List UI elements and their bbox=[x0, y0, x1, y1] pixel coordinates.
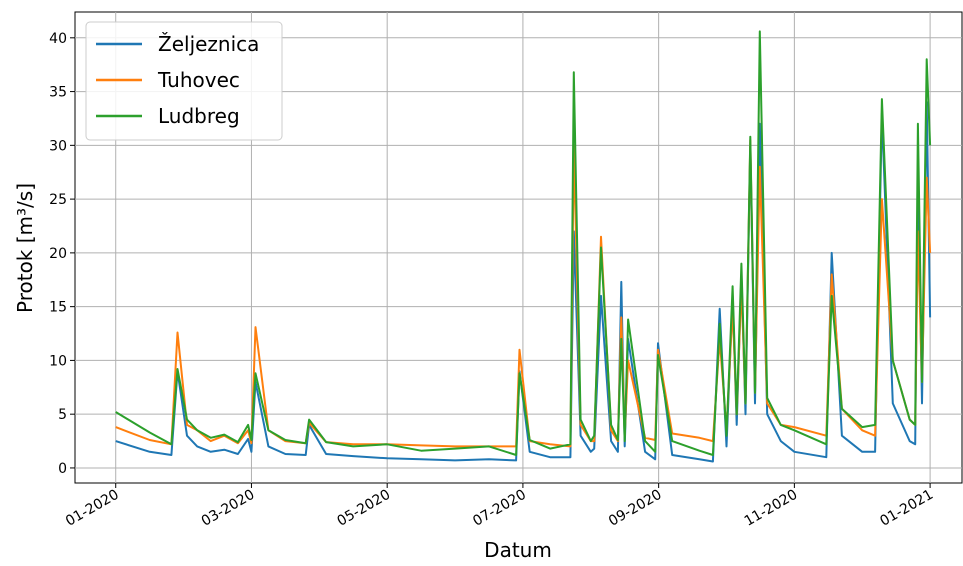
x-axis-label: Datum bbox=[484, 538, 552, 562]
y-tick-label: 40 bbox=[49, 31, 67, 47]
y-tick-label: 15 bbox=[49, 300, 67, 316]
series-line bbox=[115, 30, 932, 456]
legend-label: Ludbreg bbox=[158, 104, 240, 128]
y-tick-label: 25 bbox=[49, 192, 67, 208]
x-tick-label: 05-2020 bbox=[335, 487, 394, 530]
legend-label: Tuhovec bbox=[157, 68, 240, 92]
y-axis-label: Protok [m³/s] bbox=[13, 183, 37, 313]
x-tick-label: 01-2020 bbox=[63, 487, 122, 530]
x-tick-label: 03-2020 bbox=[199, 487, 258, 530]
y-tick-label: 0 bbox=[58, 461, 67, 477]
legend-box bbox=[85, 21, 283, 141]
y-tick-label: 35 bbox=[49, 85, 67, 101]
x-tick-label: 09-2020 bbox=[606, 487, 665, 530]
y-tick-label: 30 bbox=[49, 138, 67, 154]
x-tick-label: 07-2020 bbox=[470, 487, 529, 530]
legend-label: Željeznica bbox=[158, 32, 259, 56]
plot-frame bbox=[74, 11, 963, 484]
y-tick-label: 20 bbox=[49, 246, 67, 262]
x-tick-label: 11-2020 bbox=[742, 487, 801, 530]
x-tick-label: 01-2021 bbox=[877, 487, 936, 530]
y-tick-label: 5 bbox=[58, 407, 67, 423]
y-tick-label: 10 bbox=[49, 353, 67, 369]
